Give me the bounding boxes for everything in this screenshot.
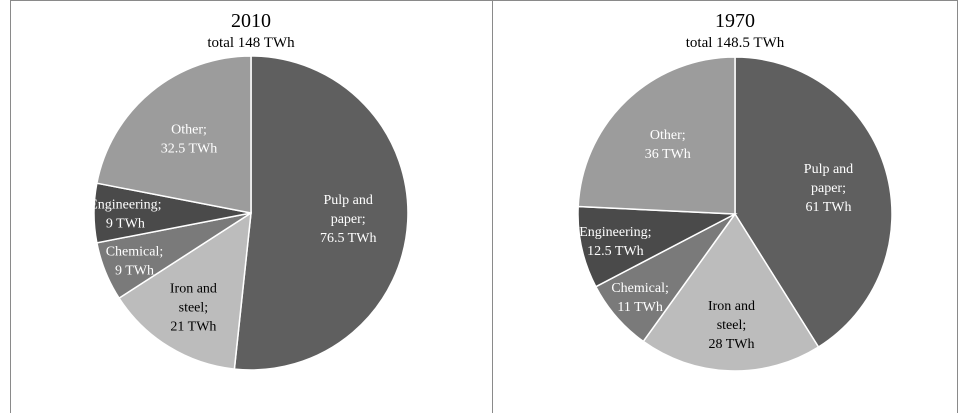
pie-slice-iron-and-steel (642, 212, 820, 372)
panel-divider (492, 0, 493, 413)
pie-chart-2010: 2010 total 148 TWh Pulp and paper; 76.5 TW… (89, 10, 409, 371)
pie-label-line: Iron and (708, 299, 755, 314)
pie-label-line: 21 TWh (170, 320, 216, 335)
pie-label-line: Other; (171, 122, 207, 137)
pie-label-line: Chemical; (106, 244, 164, 259)
pie-label-iron-and-steel: Iron and steel; 28 TWh (708, 299, 755, 352)
pie-label-line: Pulp and (804, 162, 853, 177)
chart-subtitle: total 148 TWh (207, 35, 295, 51)
pie-label-line: steel; (179, 301, 209, 316)
pie-label-line: Engineering; (579, 225, 651, 240)
pie-label-other: Other; 32.5 TWh (161, 122, 218, 156)
chart-frame (10, 0, 958, 413)
pie-slice-iron-and-steel (118, 211, 252, 370)
pie-label-line: 12.5 TWh (587, 244, 644, 259)
pie-label-line: 32.5 TWh (161, 141, 218, 156)
chart-title: 2010 (231, 10, 271, 32)
pie-label-line: 9 TWh (115, 263, 154, 278)
pie-chart-1970: 1970 total 148.5 TWh Pulp and paper; 61 TW… (577, 10, 893, 372)
pie-labels: Pulp and paper; 76.5 TWh Iron and steel; 21 T… (89, 122, 376, 334)
pie-slice-pulp-and-paper (734, 56, 893, 349)
pie-label-line: 28 TWh (708, 337, 754, 352)
pie-labels: Pulp and paper; 61 TWh Iron and steel; 28 TWh… (579, 128, 853, 352)
pie-label-chemical: Chemical; 9 TWh (106, 244, 164, 278)
pie-label-line: steel; (717, 318, 747, 333)
pie-label-line: Iron and (170, 282, 217, 297)
chart-title: 1970 (715, 10, 755, 32)
pie-label-line: 11 TWh (617, 300, 663, 315)
pie-label-line: 76.5 TWh (320, 231, 377, 246)
pie-label-line: Other; (650, 128, 686, 143)
pie-label-engineering: Engineering; 12.5 TWh (579, 225, 651, 259)
pie-slice-other (95, 55, 252, 214)
pie-label-line: Engineering; (89, 198, 161, 213)
pie-label-line: 36 TWh (645, 147, 691, 162)
pie-label-line: Pulp and (324, 193, 373, 208)
pie-label-line: 9 TWh (106, 217, 145, 232)
pie-slice-other (577, 56, 736, 215)
pie-label-line: 61 TWh (805, 200, 851, 215)
pie-label-line: Chemical; (611, 281, 669, 296)
pie-label-other: Other; 36 TWh (645, 128, 691, 162)
pie-label-pulp-and-paper: Pulp and paper; 76.5 TWh (320, 193, 377, 246)
pie-label-line: paper; (331, 212, 366, 227)
pie-label-engineering: Engineering; 9 TWh (89, 198, 161, 232)
pie-label-iron-and-steel: Iron and steel; 21 TWh (170, 282, 217, 335)
pie-label-pulp-and-paper: Pulp and paper; 61 TWh (804, 162, 853, 215)
pie-label-line: paper; (811, 181, 846, 196)
pie-slices (577, 56, 893, 372)
pie-slice-pulp-and-paper (233, 55, 409, 371)
pie-label-chemical: Chemical; 11 TWh (611, 281, 669, 315)
pie-slices (93, 55, 409, 371)
chart-subtitle: total 148.5 TWh (686, 35, 785, 51)
